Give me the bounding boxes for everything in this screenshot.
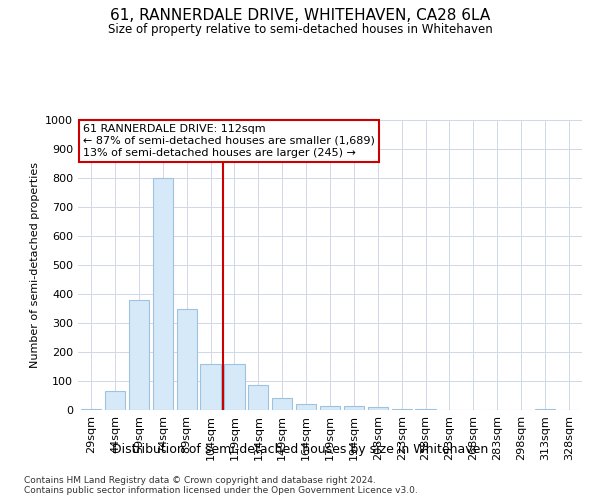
Bar xyxy=(344,406,364,410)
Bar xyxy=(392,408,412,410)
Text: 61, RANNERDALE DRIVE, WHITEHAVEN, CA28 6LA: 61, RANNERDALE DRIVE, WHITEHAVEN, CA28 6… xyxy=(110,8,490,22)
Text: Contains HM Land Registry data © Crown copyright and database right 2024.
Contai: Contains HM Land Registry data © Crown c… xyxy=(24,476,418,495)
Bar xyxy=(176,308,197,410)
Bar xyxy=(81,408,101,410)
Bar xyxy=(200,364,221,410)
Bar xyxy=(320,406,340,410)
Bar xyxy=(224,364,245,410)
Bar xyxy=(129,300,149,410)
Bar xyxy=(152,178,173,410)
Bar xyxy=(248,386,268,410)
Bar xyxy=(535,408,555,410)
Y-axis label: Number of semi-detached properties: Number of semi-detached properties xyxy=(29,162,40,368)
Bar xyxy=(105,391,125,410)
Bar xyxy=(368,407,388,410)
Text: Distribution of semi-detached houses by size in Whitehaven: Distribution of semi-detached houses by … xyxy=(112,442,488,456)
Bar xyxy=(296,404,316,410)
Bar xyxy=(415,408,436,410)
Text: Size of property relative to semi-detached houses in Whitehaven: Size of property relative to semi-detach… xyxy=(107,22,493,36)
Text: 61 RANNERDALE DRIVE: 112sqm
← 87% of semi-detached houses are smaller (1,689)
13: 61 RANNERDALE DRIVE: 112sqm ← 87% of sem… xyxy=(83,124,375,158)
Bar xyxy=(272,398,292,410)
